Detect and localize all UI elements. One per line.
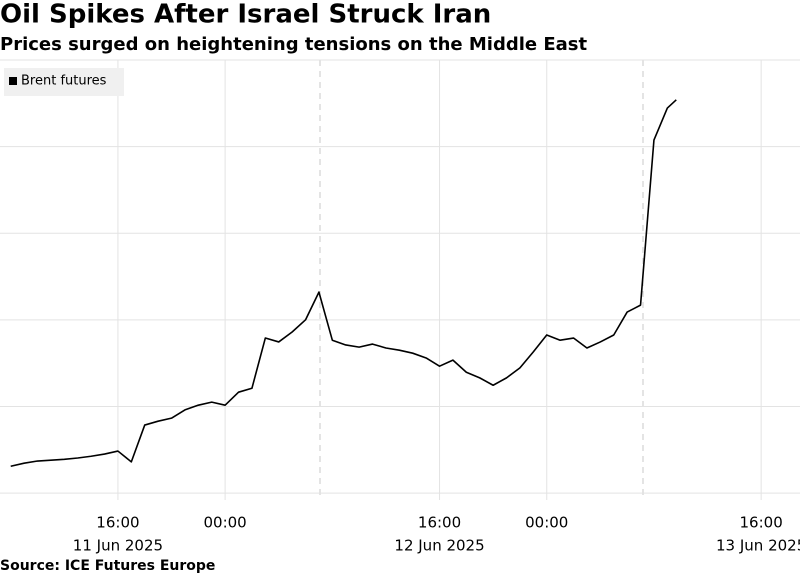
legend-label: Brent futures <box>21 74 107 89</box>
chart-subtitle: Prices surged on heightening tensions on… <box>0 34 588 55</box>
x-tick-label: 16:00 <box>96 514 139 532</box>
source: Source: ICE Futures Europe <box>0 558 215 574</box>
legend-box <box>4 68 124 96</box>
x-axis: 16:00 00:00 16:00 00:00 16:00 11 Jun 2025 12 J… <box>73 514 800 555</box>
x-date-label: 13 Jun 2025 <box>716 537 800 555</box>
chart-title: Oil Spikes After Israel Struck Iran <box>0 0 491 30</box>
x-date-label: 12 Jun 2025 <box>394 537 484 555</box>
plot-area <box>10 99 677 468</box>
legend-swatch <box>9 77 17 85</box>
x-tick-label: 16:00 <box>740 514 783 532</box>
x-tick-label: 00:00 <box>525 514 568 532</box>
line-series <box>10 99 677 468</box>
x-date-label: 11 Jun 2025 <box>73 537 163 555</box>
x-tick-label: 16:00 <box>418 514 461 532</box>
grid <box>0 59 800 500</box>
x-tick-label: 00:00 <box>204 514 247 532</box>
